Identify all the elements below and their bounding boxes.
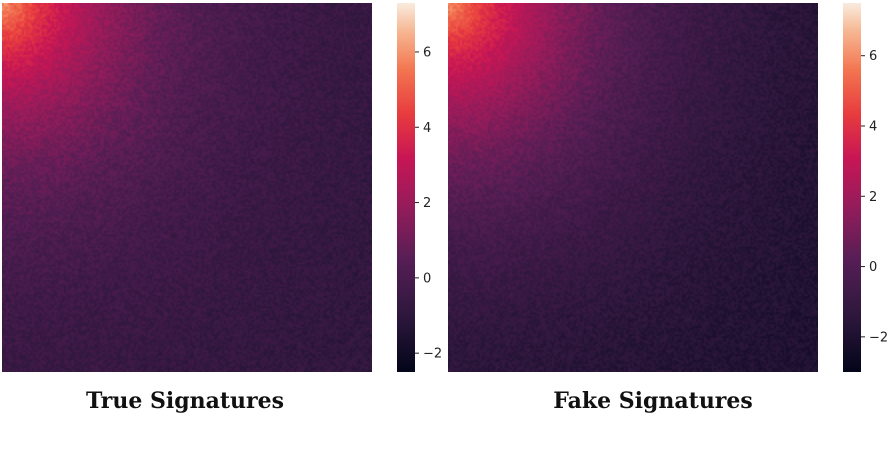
panel-title-true: True Signatures: [85, 388, 285, 414]
colorbar-fake-signatures: [843, 3, 861, 372]
colorbar-tick-label: 6: [869, 49, 877, 64]
panel-title-fake: Fake Signatures: [553, 388, 753, 414]
colorbar-tick-label: 0: [423, 271, 431, 286]
heatmap-true-signatures: [2, 3, 372, 372]
colorbar-tick-label: 4: [423, 121, 431, 136]
colorbar-ticks-true: −2 0 2 4 6: [415, 45, 442, 362]
colorbar-true-signatures: [397, 3, 415, 372]
colorbar-tick-label: 6: [423, 45, 431, 60]
colorbar-ticks-fake: −2 0 2 4 6: [861, 49, 888, 345]
colorbar-tick-label: −2: [869, 330, 888, 345]
colorbar-tick-label: 2: [869, 190, 877, 205]
colorbar-tick-label: −2: [423, 347, 442, 362]
colorbar-tick-label: 4: [869, 120, 877, 135]
colorbar-tick-label: 2: [423, 196, 431, 211]
heatmap-fake-signatures: [448, 3, 818, 372]
colorbar-tick-label: 0: [869, 260, 877, 275]
